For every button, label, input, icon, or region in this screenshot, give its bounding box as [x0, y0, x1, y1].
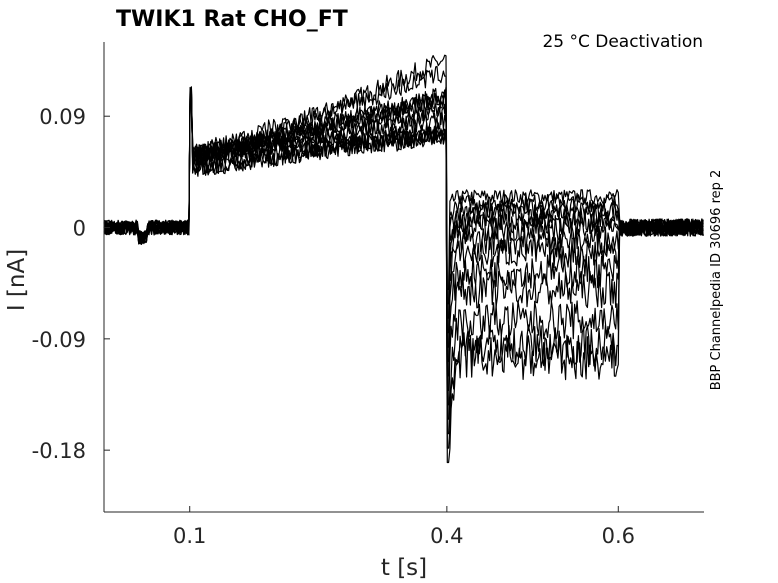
y-tick-label: -0.09: [32, 328, 86, 352]
x-tick-label: 0.1: [173, 524, 206, 548]
source-id-label: BBP Channelpedia ID 30696 rep 2: [709, 170, 724, 391]
chart-title: TWIK1 Rat CHO_FT: [116, 7, 348, 32]
y-tick-label: -0.18: [32, 439, 86, 463]
series-line: [103, 90, 704, 420]
y-axis-label: I [nA]: [4, 249, 30, 311]
axes-group: 0.09 0 -0.09 -0.18 0.1 0.4 0.6: [32, 42, 704, 548]
series-line: [103, 88, 704, 449]
x-axis-label: t [s]: [381, 555, 427, 581]
series-line: [103, 88, 704, 435]
x-tick-label: 0.4: [430, 524, 463, 548]
y-tick-label: 0.09: [39, 105, 86, 129]
y-tick-label: 0: [73, 217, 86, 241]
condition-annotation: 25 °C Deactivation: [542, 32, 703, 52]
x-tick-label: 0.6: [602, 524, 635, 548]
series-line: [103, 54, 704, 290]
trace-group: [103, 54, 704, 464]
series-line: [103, 65, 704, 464]
